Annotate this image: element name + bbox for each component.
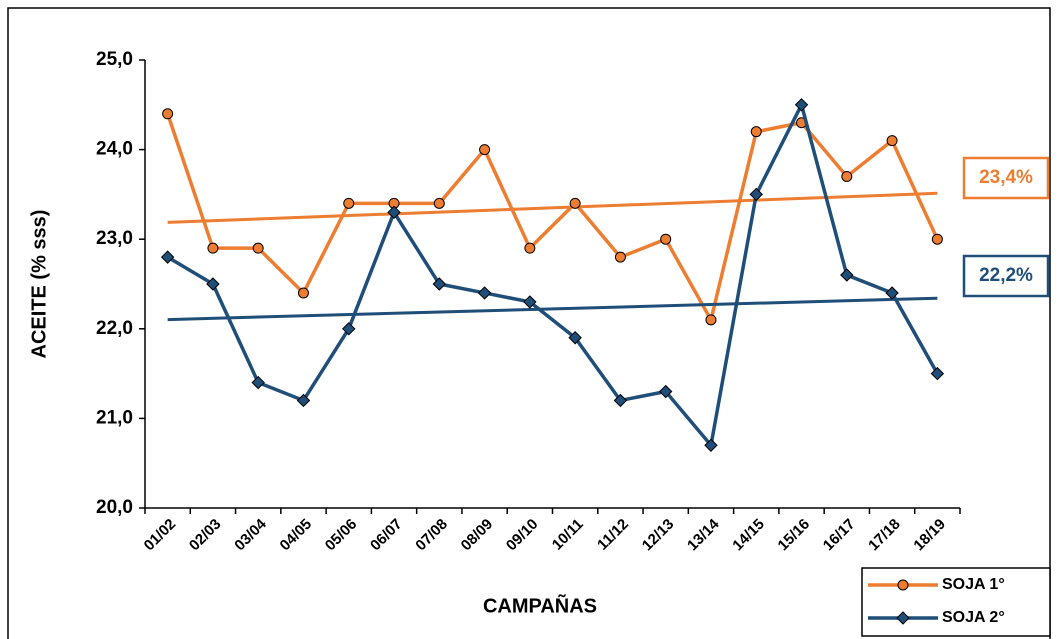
- point: [524, 242, 536, 254]
- x-tick-label: 09/10: [503, 516, 542, 555]
- x-tick-label: 05/06: [322, 516, 361, 555]
- point: [705, 314, 717, 326]
- point: [432, 277, 447, 291]
- trendline: [167, 296, 938, 322]
- series-line: [166, 99, 939, 450]
- chart-frame: [7, 7, 1051, 639]
- trendline: [167, 191, 938, 224]
- point: [343, 197, 355, 209]
- point: [477, 286, 492, 300]
- point: [613, 393, 628, 408]
- point: [704, 438, 718, 452]
- legend-box: [861, 567, 1051, 637]
- point: [885, 286, 899, 300]
- point: [342, 322, 356, 336]
- x-tick-label: 10/11: [549, 516, 587, 554]
- x-tick-label: 13/14: [684, 515, 723, 554]
- point: [297, 287, 309, 299]
- x-tick-label: 12/13: [639, 516, 678, 555]
- legend-marker: [897, 579, 909, 591]
- point: [614, 251, 626, 263]
- x-tick-label: 15/16: [775, 516, 814, 555]
- point: [886, 135, 898, 147]
- x-tick-label: 18/19: [910, 516, 949, 555]
- annotation: 22,2%: [979, 265, 1033, 286]
- x-tick-label: 08/09: [458, 516, 497, 555]
- point: [296, 393, 311, 408]
- legend-marker: [896, 611, 910, 625]
- x-tick-label: 01/02: [141, 516, 180, 555]
- point: [660, 233, 672, 245]
- point: [749, 187, 763, 202]
- point: [387, 205, 401, 220]
- y-tick-label: 22,0: [96, 318, 133, 339]
- point: [840, 268, 854, 282]
- y-tick-label: 20,0: [96, 497, 133, 518]
- legend-label: SOJA 2°: [942, 609, 1005, 626]
- point: [433, 197, 445, 209]
- x-axis-label: CAMPAÑAS: [483, 594, 597, 617]
- point: [750, 126, 762, 138]
- point: [251, 375, 265, 390]
- point: [479, 144, 491, 156]
- annotation: 23,4%: [979, 167, 1033, 188]
- point: [206, 277, 220, 291]
- x-tick-label: 04/05: [277, 516, 316, 555]
- x-tick-label: 11/12: [594, 516, 632, 554]
- y-axis-label: ACEITE (% sss): [28, 210, 50, 359]
- point: [568, 331, 582, 345]
- point: [569, 197, 581, 209]
- point: [930, 366, 945, 381]
- point: [841, 170, 853, 182]
- point: [523, 295, 537, 309]
- x-tick-label: 03/04: [231, 515, 270, 554]
- x-tick-label: 16/17: [820, 516, 859, 555]
- annotation-box: [962, 156, 1050, 200]
- x-tick-label: 06/07: [367, 516, 406, 555]
- point: [931, 233, 943, 245]
- y-tick-label: 25,0: [96, 49, 133, 70]
- legend-label: SOJA 1°: [942, 576, 1005, 593]
- x-tick-label: 17/18: [865, 516, 904, 555]
- y-tick-label: 24,0: [96, 139, 133, 160]
- y-tick-label: 23,0: [96, 228, 133, 249]
- x-tick-label: 14/15: [729, 516, 768, 555]
- point: [658, 384, 673, 399]
- y-tick-label: 21,0: [96, 407, 133, 428]
- annotation-box: [962, 254, 1050, 298]
- point: [160, 250, 175, 264]
- point: [207, 242, 219, 254]
- point: [794, 98, 809, 112]
- x-tick-label: 02/03: [186, 516, 225, 555]
- x-tick-label: 07/08: [412, 516, 451, 555]
- point: [252, 242, 264, 254]
- point: [162, 108, 174, 120]
